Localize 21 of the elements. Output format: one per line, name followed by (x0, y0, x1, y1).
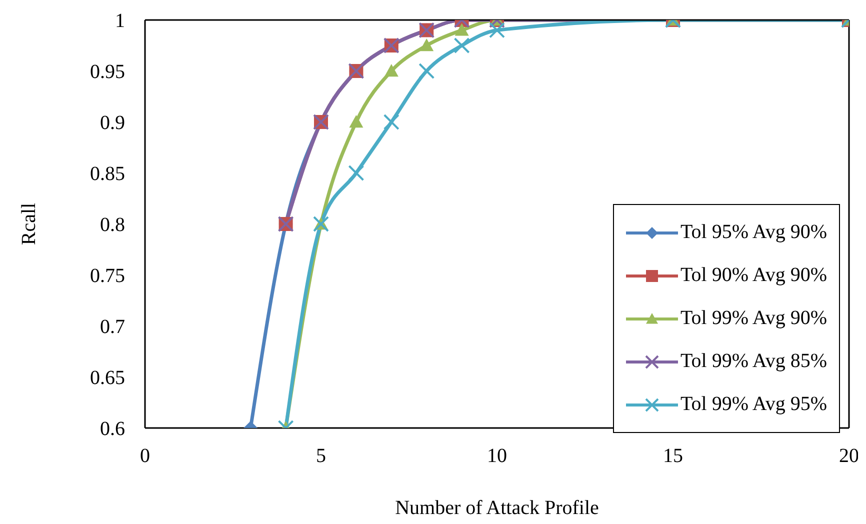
legend-label: Tol 99% Avg 90% (680, 307, 827, 330)
y-tick-label: 0.95 (90, 61, 125, 84)
x-axis-title: Number of Attack Profile (395, 497, 600, 519)
legend-label: Tol 99% Avg 95% (680, 393, 827, 416)
legend-label: Tol 90% Avg 90% (680, 264, 827, 287)
y-tick-label: 1 (115, 10, 125, 32)
x-tick-label: 10 (487, 445, 507, 468)
x-tick-label: 0 (140, 445, 150, 468)
y-tick-label: 0.8 (100, 214, 125, 236)
y-axis-title: Rcall (18, 202, 40, 246)
y-tick-label: 0.65 (90, 367, 125, 390)
y-tick-label: 0.6 (100, 418, 125, 440)
x-tick-label: 5 (316, 445, 326, 468)
x-tick-label: 15 (663, 445, 683, 468)
y-tick-label: 0.85 (90, 163, 125, 186)
legend-label: Tol 99% Avg 85% (680, 350, 827, 373)
x-tick-label: 20 (839, 445, 859, 468)
legend-label: Tol 95% Avg 90% (680, 221, 827, 244)
y-tick-label: 0.9 (100, 112, 125, 134)
y-tick-label: 0.75 (90, 265, 125, 288)
y-tick-label: 0.7 (100, 316, 125, 338)
